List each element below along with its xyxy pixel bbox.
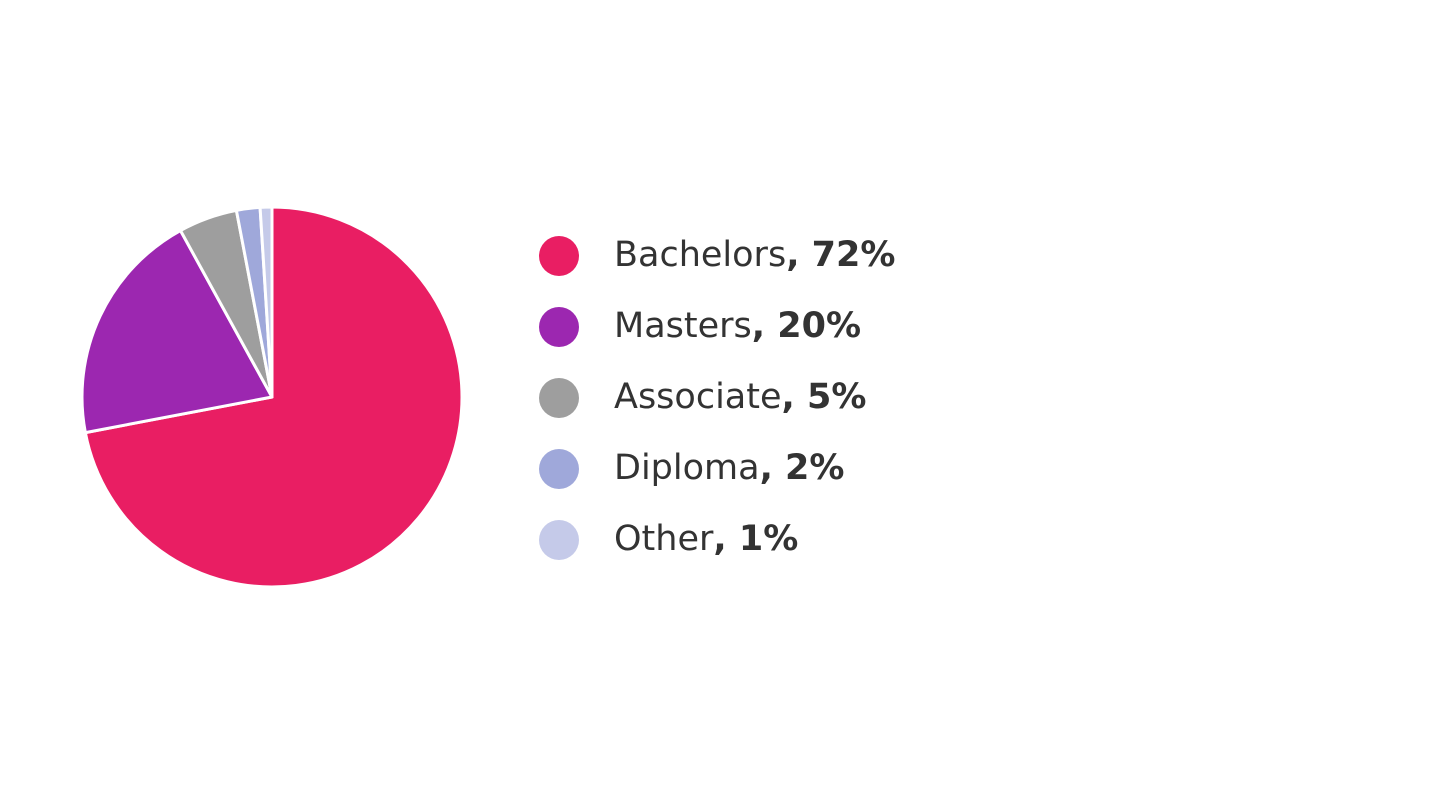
- legend-value: , 2%: [760, 448, 845, 488]
- legend-label: Diploma: [614, 448, 760, 488]
- legend-swatch: [539, 307, 579, 347]
- legend-label: Masters: [614, 306, 752, 346]
- legend-entry: Masters, 20%: [614, 306, 861, 346]
- legend-swatch: [539, 520, 579, 560]
- legend: Bachelors, 72% Masters, 20% Associate, 5% D…: [539, 235, 895, 560]
- legend-label: Associate: [614, 377, 782, 417]
- legend-value: , 1%: [713, 519, 798, 559]
- legend-swatch: [539, 378, 579, 418]
- pie: [80, 205, 464, 589]
- pie-slice: [83, 205, 464, 589]
- legend-value: , 72%: [786, 235, 895, 275]
- legend-label: Other: [614, 519, 714, 559]
- legend-swatch: [539, 236, 579, 276]
- pie-slice: [80, 229, 274, 435]
- legend-value: , 5%: [782, 377, 867, 417]
- legend-entry: Diploma, 2%: [614, 448, 844, 488]
- pie-slice: [258, 205, 274, 399]
- legend-entry: Other, 1%: [614, 519, 798, 559]
- legend-entry: Associate, 5%: [614, 377, 866, 417]
- legend-value: , 20%: [752, 306, 861, 346]
- legend-swatch: [539, 449, 579, 489]
- legend-label: Bachelors: [614, 235, 786, 275]
- legend-entry: Bachelors, 72%: [614, 235, 895, 275]
